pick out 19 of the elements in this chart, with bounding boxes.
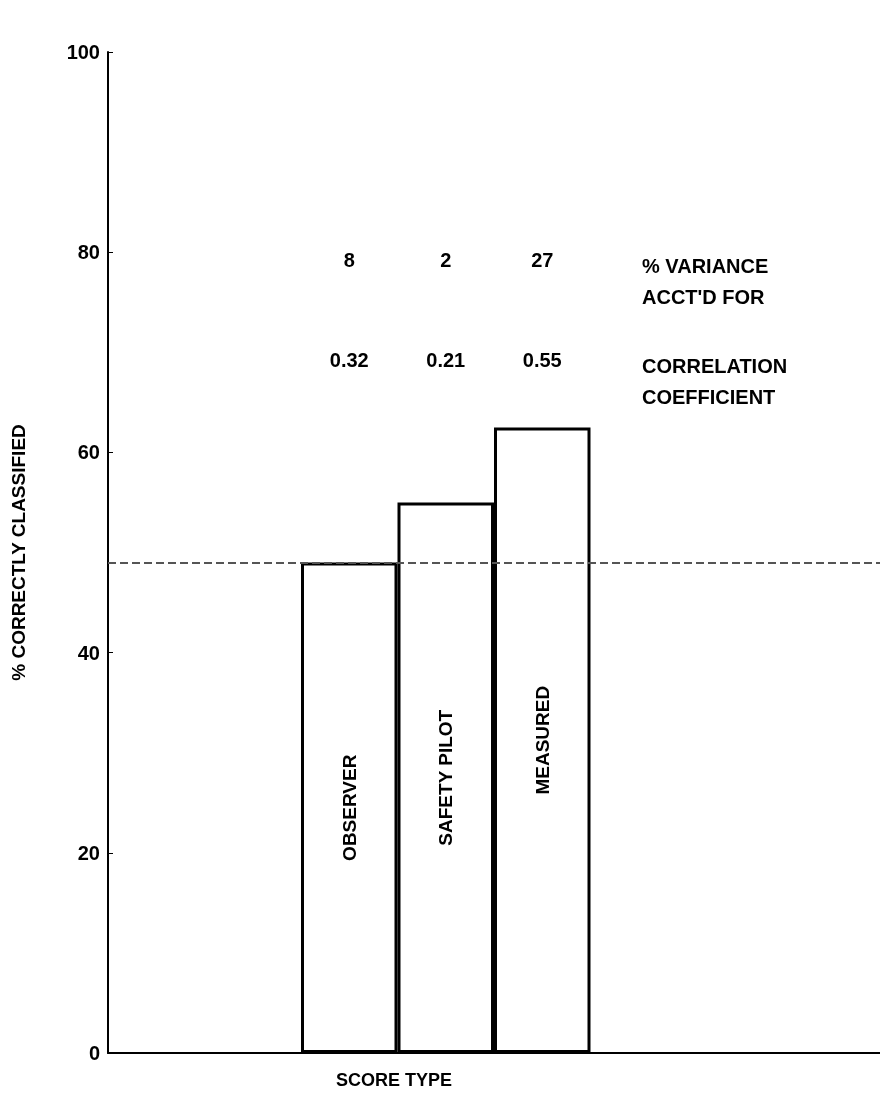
- y-tick-label: 0: [88, 1042, 100, 1064]
- y-tick-label: 20: [77, 841, 100, 864]
- x-tick-label: SAFETY PILOT: [435, 709, 457, 846]
- annotation: CORRELATION COEFFICIENT: [642, 354, 788, 408]
- x-tick-label: OBSERVER: [338, 754, 360, 861]
- y-tick-label: 60: [77, 441, 100, 464]
- x-axis-title: SCORE TYPE: [335, 1070, 453, 1090]
- annotation: 0.32: [329, 349, 369, 371]
- y-tick-label: 80: [77, 241, 100, 264]
- annotation: 2: [440, 249, 452, 271]
- annotation: 8: [343, 249, 355, 271]
- annotation: 0.55: [522, 349, 562, 371]
- y-tick-label: 40: [77, 641, 100, 664]
- annotation: % VARIANCE ACCT'D FOR: [642, 254, 769, 308]
- annotation: 0.21: [426, 349, 466, 371]
- x-tick-label: MEASURED: [531, 685, 553, 795]
- y-axis-title: % CORRECTLY CLASSIFIED: [8, 424, 29, 681]
- y-tick-label: 100: [66, 41, 100, 63]
- annotation: 27: [531, 249, 554, 271]
